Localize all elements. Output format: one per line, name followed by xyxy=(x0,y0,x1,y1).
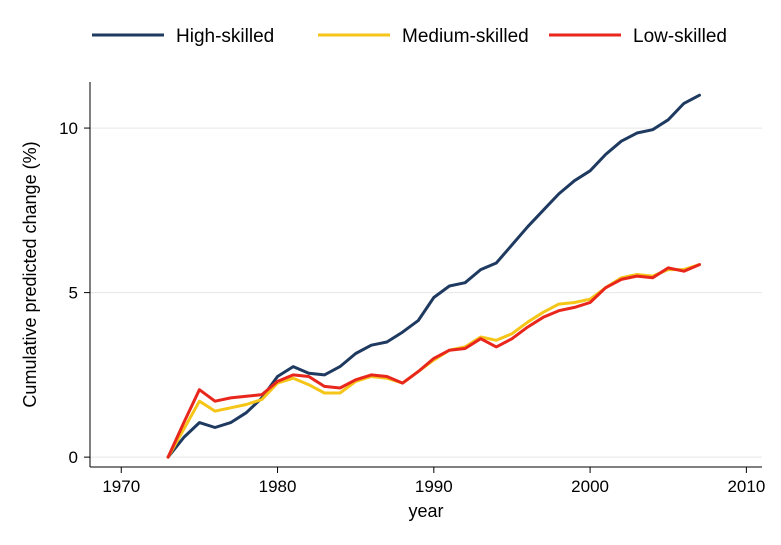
x-tick-label: 1980 xyxy=(259,477,297,496)
legend: High-skilled Medium-skilled Low-skilled xyxy=(92,26,727,47)
series-line-low-skilled xyxy=(166,263,701,459)
y-tick-label: 10 xyxy=(59,119,78,138)
x-axis-title: year xyxy=(408,501,443,521)
legend-label-high-skilled: High-skilled xyxy=(176,26,274,47)
legend-label-medium-skilled: Medium-skilled xyxy=(402,26,529,47)
series-group xyxy=(166,93,701,459)
x-tick-label: 2010 xyxy=(727,477,765,496)
legend-label-low-skilled: Low-skilled xyxy=(633,26,727,47)
x-tick-label: 1970 xyxy=(102,477,140,496)
ticks: 0 5 10 1970 1980 1990 2000 2010 xyxy=(59,119,765,496)
y-tick-label: 5 xyxy=(69,284,78,303)
gridlines xyxy=(90,127,762,458)
y-axis-title: Cumulative predicted change (%) xyxy=(20,141,40,407)
y-tick-label: 0 xyxy=(69,448,78,467)
axes xyxy=(89,82,762,468)
x-tick-label: 2000 xyxy=(571,477,609,496)
series-line-high-skilled xyxy=(166,93,701,459)
x-tick-label: 1990 xyxy=(415,477,453,496)
series-line-medium-skilled xyxy=(166,263,701,459)
